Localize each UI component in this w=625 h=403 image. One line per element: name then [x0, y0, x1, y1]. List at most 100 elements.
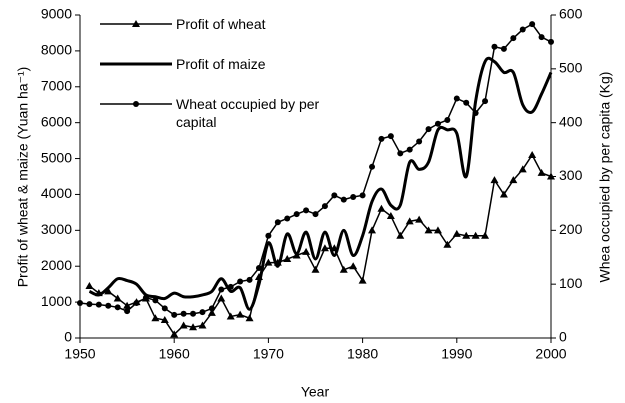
marker	[529, 21, 536, 28]
marker	[160, 316, 169, 324]
marker	[482, 98, 489, 105]
marker	[179, 321, 188, 329]
marker	[217, 294, 226, 302]
marker	[152, 297, 159, 304]
marker	[397, 150, 404, 157]
marker	[85, 281, 94, 289]
marker	[321, 203, 328, 210]
marker	[170, 330, 179, 338]
marker	[377, 204, 386, 212]
marker	[198, 321, 207, 329]
marker	[349, 262, 358, 270]
marker	[189, 323, 198, 331]
y-tick-label: 3000	[41, 221, 72, 237]
y2-tick-label: 600	[559, 6, 583, 22]
y2-tick-label: 400	[559, 113, 583, 129]
marker	[415, 215, 424, 223]
marker	[406, 146, 413, 153]
legend-label: Wheat occupied by per capital	[176, 96, 320, 130]
marker	[368, 226, 377, 234]
marker	[133, 300, 140, 307]
marker	[283, 255, 292, 263]
marker	[528, 150, 537, 158]
marker	[463, 99, 470, 106]
marker	[77, 300, 83, 307]
marker	[190, 310, 197, 317]
marker	[105, 302, 112, 309]
marker	[331, 192, 338, 199]
marker	[359, 192, 366, 199]
marker	[113, 294, 122, 302]
marker	[462, 231, 471, 239]
marker	[237, 278, 244, 285]
marker	[425, 126, 432, 133]
marker	[443, 240, 452, 248]
marker	[538, 34, 545, 41]
marker	[199, 309, 206, 316]
marker	[386, 211, 395, 219]
marker	[519, 26, 526, 33]
marker	[207, 308, 216, 316]
marker	[537, 168, 546, 176]
x-tick-label: 1970	[253, 346, 284, 362]
marker	[434, 120, 441, 127]
marker	[312, 211, 319, 218]
legend-label: Profit of maize	[176, 56, 266, 72]
x-tick-label: 1990	[441, 346, 472, 362]
marker	[265, 232, 272, 239]
marker	[227, 283, 234, 290]
marker	[378, 135, 385, 142]
marker	[444, 116, 451, 123]
marker	[396, 231, 405, 239]
y-tick-label: 5000	[41, 149, 72, 165]
marker	[481, 231, 490, 239]
marker	[387, 133, 394, 140]
marker	[264, 258, 273, 266]
x-tick-label: 1960	[159, 346, 190, 362]
series-line	[88, 56, 553, 311]
y-tick-label: 4000	[41, 185, 72, 201]
marker	[245, 314, 254, 322]
marker	[320, 244, 329, 252]
marker	[208, 305, 215, 312]
x-tick-label: 1980	[347, 346, 378, 362]
y-tick-label: 9000	[41, 6, 72, 22]
y-tick-label: 0	[64, 329, 72, 345]
marker	[124, 308, 131, 315]
marker	[303, 207, 310, 214]
marker	[424, 226, 433, 234]
y-tick-label: 2000	[41, 257, 72, 273]
marker	[548, 38, 554, 45]
marker	[500, 45, 507, 52]
marker	[95, 301, 102, 308]
marker	[132, 20, 140, 27]
marker	[547, 172, 555, 180]
marker	[491, 43, 498, 50]
marker	[302, 247, 311, 255]
marker	[340, 196, 347, 203]
marker	[161, 305, 168, 312]
y-tick-label: 6000	[41, 113, 72, 129]
y2-tick-label: 300	[559, 167, 583, 183]
y-tick-label: 8000	[41, 42, 72, 58]
marker	[104, 287, 113, 295]
marker	[510, 35, 517, 42]
marker	[433, 226, 442, 234]
marker	[311, 265, 320, 273]
marker	[509, 176, 518, 184]
x-tick-label: 2000	[535, 346, 566, 362]
legend-label: Profit of wheat	[176, 16, 266, 32]
marker	[293, 211, 300, 218]
marker	[284, 215, 291, 222]
y2-tick-label: 200	[559, 221, 583, 237]
marker	[274, 219, 281, 226]
x-axis-label: Year	[301, 384, 330, 400]
marker	[171, 311, 178, 318]
y2-tick-label: 500	[559, 60, 583, 76]
marker	[226, 312, 235, 320]
marker	[123, 301, 132, 309]
y-tick-label: 7000	[41, 77, 72, 93]
x-tick-label: 1950	[64, 346, 95, 362]
